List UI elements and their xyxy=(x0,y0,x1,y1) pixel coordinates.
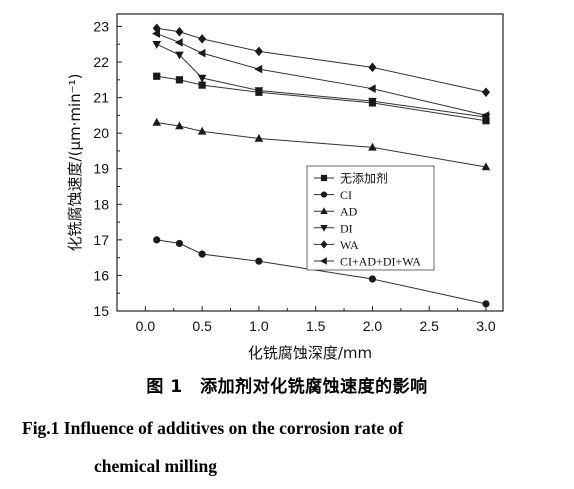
y-tick-label: 16 xyxy=(93,267,109,283)
series-line xyxy=(156,239,487,305)
axes: 0.0 0.5 1.0 1.5 2.0 2.5 3.0 15 16 17 18 19 20 21 22 23 xyxy=(93,18,495,334)
legend-entry: CI xyxy=(314,188,352,202)
data-point xyxy=(255,257,263,265)
legend-marker xyxy=(320,207,328,215)
series-line xyxy=(156,43,487,118)
data-point xyxy=(254,46,263,57)
data-point xyxy=(482,300,490,308)
series-0 xyxy=(153,72,490,125)
figure-caption-english-line1: Fig.1 Influence of additives on the corr… xyxy=(22,418,404,438)
legend-label: 无添加剂 xyxy=(340,171,388,186)
x-tick-label: 1.0 xyxy=(249,318,269,334)
legend-label: DI xyxy=(340,221,353,235)
data-point xyxy=(254,87,264,96)
data-point xyxy=(198,81,206,89)
legend-label: WA xyxy=(340,238,359,252)
legend-label: CI xyxy=(340,188,352,202)
y-tick-label: 22 xyxy=(93,54,109,70)
legend-marker xyxy=(320,224,328,232)
plot-border xyxy=(116,13,504,312)
data-point xyxy=(254,64,263,74)
x-tick-label: 0.5 xyxy=(192,318,212,334)
series-3 xyxy=(152,40,491,122)
legend-label: CI+AD+DI+WA xyxy=(340,255,421,269)
series-line xyxy=(156,121,487,168)
series-5 xyxy=(152,29,490,120)
data-point xyxy=(152,29,161,38)
data-point xyxy=(152,117,162,126)
data-point xyxy=(198,34,207,44)
x-tick-label: 2.0 xyxy=(363,318,383,334)
data-point xyxy=(174,38,183,47)
series-4 xyxy=(152,23,490,98)
series-line xyxy=(156,33,487,116)
plot-frame xyxy=(116,13,504,312)
x-tick-label: 0.0 xyxy=(136,318,156,334)
data-point xyxy=(152,40,162,49)
legend-marker xyxy=(320,240,328,249)
legend-box xyxy=(306,165,435,271)
series-line xyxy=(156,75,487,122)
data-point xyxy=(197,74,207,83)
data-point xyxy=(175,121,184,130)
data-point xyxy=(481,162,491,171)
legend-marker xyxy=(320,191,328,198)
series-layer xyxy=(152,23,491,308)
y-axis-title: 化铣腐蚀速度/(μm·min⁻¹) xyxy=(66,74,84,252)
x-tick-label: 1.5 xyxy=(306,318,326,334)
legend-entry: WA xyxy=(314,238,359,252)
legend-entry: DI xyxy=(314,221,353,235)
data-point xyxy=(368,62,377,73)
data-point xyxy=(153,236,161,244)
y-tick-label: 17 xyxy=(93,232,109,248)
data-point xyxy=(197,126,207,135)
data-point xyxy=(175,76,184,84)
figure-caption-chinese: 图 1 添加剂对化铣腐蚀速度的影响 xyxy=(146,377,428,397)
data-point xyxy=(368,275,377,283)
legend-entry: CI+AD+DI+WA xyxy=(314,255,421,269)
legend: 无添加剂 CI AD DI WA CI+AD+DI+WA xyxy=(306,165,435,271)
y-tick-label: 19 xyxy=(93,161,109,177)
legend-marker xyxy=(320,257,327,265)
legend-entry: AD xyxy=(314,205,358,219)
data-point xyxy=(368,97,377,106)
data-point xyxy=(175,51,184,60)
legend-label: AD xyxy=(340,205,358,219)
legend-marker xyxy=(320,174,328,182)
series-line xyxy=(156,27,487,93)
y-tick-label: 18 xyxy=(93,196,109,212)
x-tick-label: 2.5 xyxy=(419,318,439,334)
y-tick-label: 20 xyxy=(93,125,109,141)
data-point xyxy=(481,111,490,120)
data-point xyxy=(175,27,184,37)
data-point xyxy=(153,72,161,80)
x-tick-label: 3.0 xyxy=(476,318,496,334)
data-point xyxy=(175,239,184,248)
data-point xyxy=(197,48,206,58)
y-tick-label: 23 xyxy=(93,18,109,34)
data-point xyxy=(481,87,490,98)
data-point xyxy=(367,84,376,93)
series-1 xyxy=(153,236,490,308)
data-point xyxy=(368,142,377,151)
data-point xyxy=(198,250,206,258)
series-2 xyxy=(152,117,491,171)
y-tick-label: 15 xyxy=(93,303,109,319)
corrosion-rate-chart: 0.0 0.5 1.0 1.5 2.0 2.5 3.0151617181920212223 … xyxy=(66,13,504,362)
y-tick-label: 21 xyxy=(93,90,109,106)
figure-caption-english-line2: chemical milling xyxy=(94,456,217,476)
data-point xyxy=(254,133,264,142)
x-axis-title: 化铣腐蚀深度/mm xyxy=(248,344,372,362)
legend-entry: 无添加剂 xyxy=(314,171,388,186)
